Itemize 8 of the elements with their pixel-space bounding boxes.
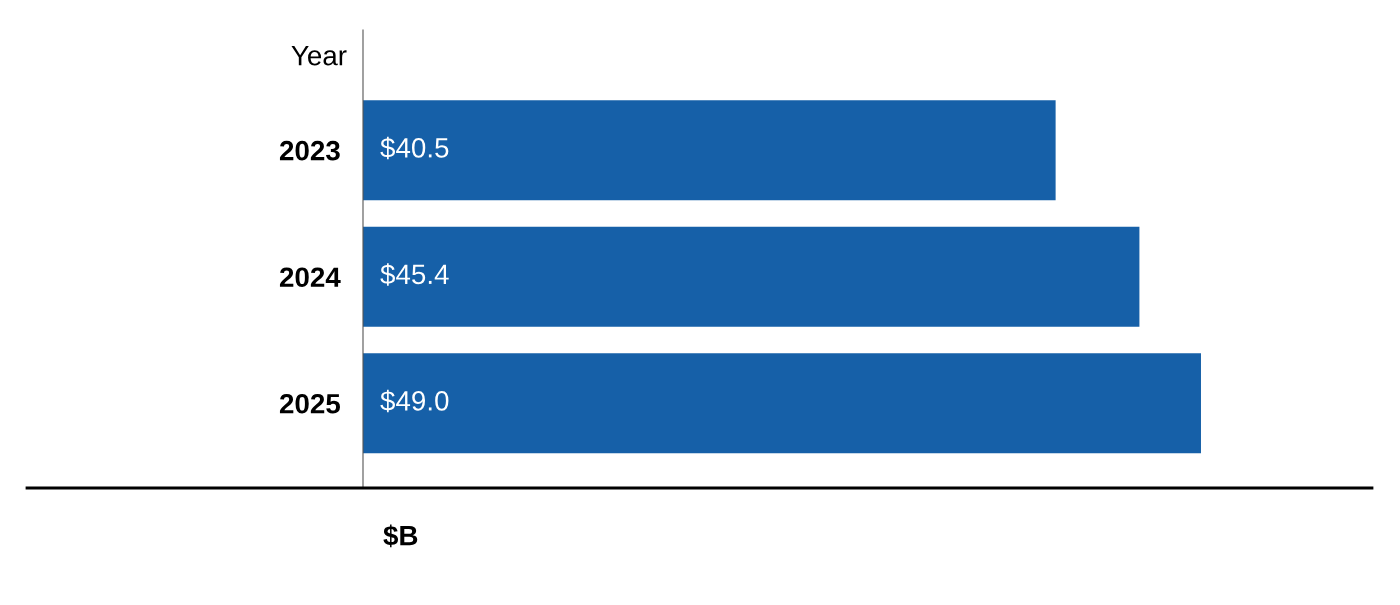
y-axis-title: Year xyxy=(291,46,347,66)
y-tick-label: 2024 xyxy=(279,267,341,288)
data-label: $45.4 xyxy=(380,263,449,286)
y-tick-label: 2023 xyxy=(279,140,340,161)
y-tick-label: 2025 xyxy=(279,393,341,414)
data-label: $49.0 xyxy=(380,389,449,413)
data-label: $40.5 xyxy=(380,136,449,160)
x-axis-title: $B xyxy=(383,524,418,548)
